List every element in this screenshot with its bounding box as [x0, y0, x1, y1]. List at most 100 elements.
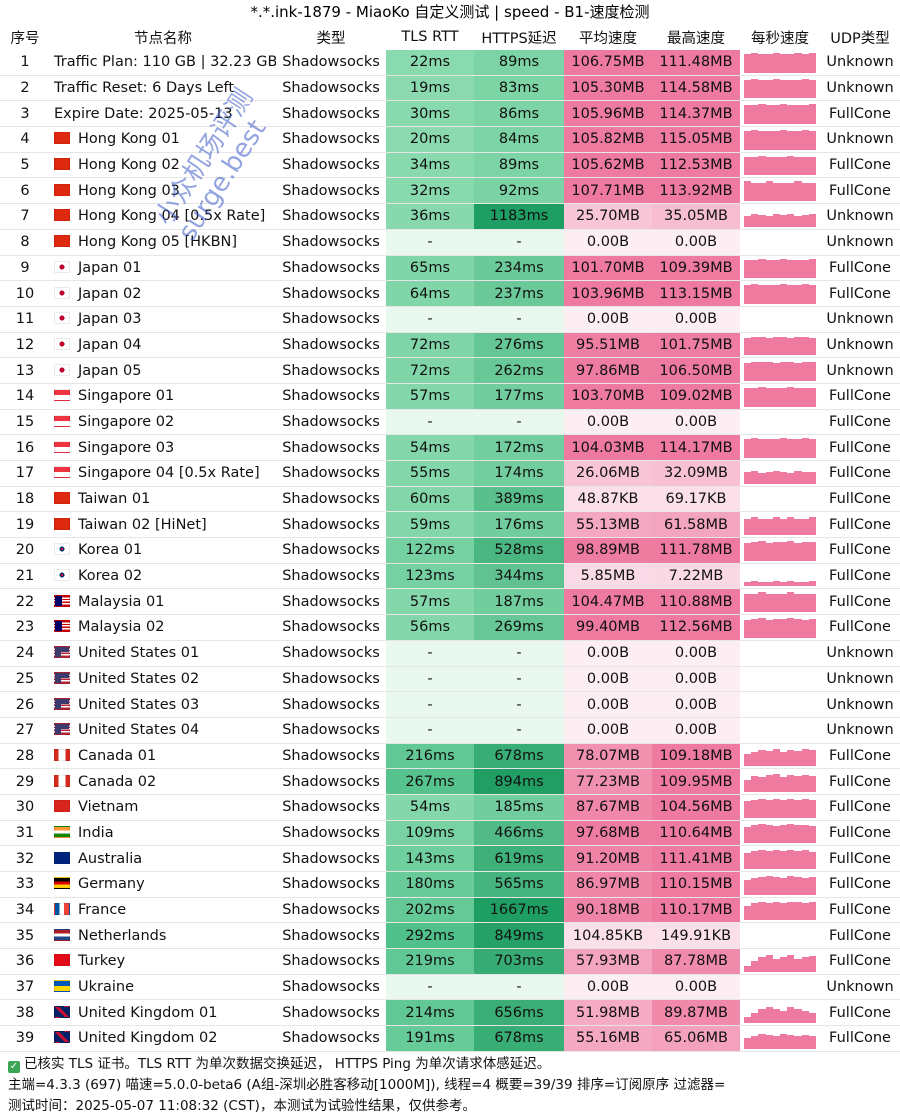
table-row[interactable]: 14 Singapore 01 Shadowsocks 57ms 177ms 103.70… — [0, 383, 900, 410]
udp-type: FullCone — [820, 871, 900, 898]
header-tls-rtt[interactable]: TLS RTT — [401, 29, 459, 45]
table-row[interactable]: 11 Japan 03 Shadowsocks - -0.00B 0.00B Unknown — [0, 306, 900, 333]
max-speed: 104.56MB — [652, 794, 740, 821]
table-row[interactable]: 13 Japan 05 Shadowsocks 72ms 262ms 97.86MB 106… — [0, 357, 900, 384]
spark-bar — [808, 362, 817, 381]
table-row[interactable]: 20 Korea 01 Shadowsocks 122ms 528ms 98.89MB 11… — [0, 537, 900, 564]
table-row[interactable]: 9 Japan 01 Shadowsocks 65ms 234ms 101.70MB 109… — [0, 255, 900, 282]
node-type: Shadowsocks — [276, 974, 386, 1001]
table-row[interactable]: 29 Canada 02 Shadowsocks 267ms 894ms 77.23MB 1… — [0, 768, 900, 795]
header-avg-speed[interactable]: 平均速度 — [579, 30, 637, 47]
table-row[interactable]: 3 Expire Date: 2025-05-13 Shadowsocks 30ms 8… — [0, 100, 900, 128]
flag-us-icon — [54, 646, 70, 659]
table-row[interactable]: 17 Singapore 04 [0.5x Rate] Shadowsocks 55m… — [0, 460, 900, 487]
row-index: 9 — [0, 255, 50, 282]
table-row[interactable]: 25 United States 02 Shadowsocks - -0.00B 0.00… — [0, 666, 900, 693]
table-row[interactable]: 1 Traffic Plan: 110 GB | 32.23 GB Shadowso… — [0, 50, 900, 76]
spark-bar — [751, 776, 759, 792]
header-max-speed[interactable]: 最高速度 — [667, 30, 725, 47]
per-second-speed-sparkline — [740, 1025, 820, 1052]
flag-sg-icon — [54, 414, 70, 427]
spark-bar — [794, 285, 802, 304]
table-row[interactable]: 31 India Shadowsocks 109ms 466ms 97.68MB 110.6… — [0, 820, 900, 847]
row-index: 6 — [0, 177, 50, 205]
table-row[interactable]: 8 Hong Kong 05 [HKBN] Shadowsocks - -0.00B 0.… — [0, 229, 900, 256]
spark-bar — [744, 363, 752, 381]
table-row[interactable]: 23 Malaysia 02 Shadowsocks 56ms 269ms 99.40MB… — [0, 614, 900, 641]
header-udp-type[interactable]: UDP类型 — [830, 30, 890, 47]
spark-bar — [780, 542, 788, 561]
row-index: 33 — [0, 871, 50, 898]
spark-bar — [751, 438, 759, 458]
node-name: United States 04 — [78, 722, 200, 739]
table-row[interactable]: 39 United Kingdom 02 Shadowsocks 191ms 678ms… — [0, 1025, 900, 1052]
https-latency: - — [474, 666, 564, 693]
table-row[interactable]: 30 Vietnam Shadowsocks 54ms 185ms 87.67MB 104.… — [0, 794, 900, 821]
table-row[interactable]: 33 Germany Shadowsocks 180ms 565ms 86.97MB 110… — [0, 871, 900, 898]
table-row[interactable]: 34 France Shadowsocks 202ms 1667ms 90.18MB 110… — [0, 897, 900, 924]
table-row[interactable]: 6 Hong Kong 03 Shadowsocks 32ms 92ms 107.71MB… — [0, 177, 900, 205]
table-row[interactable]: 16 Singapore 03 Shadowsocks 54ms 172ms 104.03… — [0, 434, 900, 461]
spark-bar — [780, 362, 788, 381]
row-index: 20 — [0, 537, 50, 564]
spark-bar — [765, 337, 773, 356]
spark-bar — [780, 902, 788, 921]
tls-rtt: 56ms — [386, 614, 474, 641]
table-row[interactable]: 36 Turkey Shadowsocks 219ms 703ms 57.93MB 87.7… — [0, 948, 900, 975]
header-https-latency[interactable]: HTTPS延迟 — [481, 30, 557, 47]
spark-bar — [794, 800, 802, 818]
table-row[interactable]: 38 United Kingdom 01 Shadowsocks 214ms 656ms… — [0, 999, 900, 1027]
table-row[interactable]: 24 United States 01 Shadowsocks - -0.00B 0.00… — [0, 640, 900, 667]
table-row[interactable]: 32 Australia Shadowsocks 143ms 619ms 91.20MB 1… — [0, 845, 900, 872]
spark-bar — [808, 388, 817, 407]
spark-bar — [787, 259, 795, 279]
tls-rtt: 59ms — [386, 511, 474, 539]
table-row[interactable]: 22 Malaysia 01 Shadowsocks 57ms 187ms 104.47M… — [0, 588, 900, 616]
spark-bar — [751, 751, 759, 767]
row-index: 25 — [0, 666, 50, 693]
spark-bar — [780, 438, 788, 458]
node-type: Shadowsocks — [276, 691, 386, 718]
row-index: 1 — [0, 50, 50, 76]
table-row[interactable]: 2 Traffic Reset: 6 Days Left Shadowsocks 19… — [0, 75, 900, 102]
row-index: 19 — [0, 511, 50, 539]
spark-bar — [772, 156, 781, 176]
table-row[interactable]: 19 Taiwan 02 [HiNet] Shadowsocks 59ms 176ms 5… — [0, 511, 900, 539]
per-second-speed-sparkline — [740, 434, 820, 461]
header-type[interactable]: 类型 — [316, 30, 346, 47]
table-row[interactable]: 5 Hong Kong 02 Shadowsocks 34ms 89ms 105.62MB… — [0, 152, 900, 179]
table-row[interactable]: 28 Canada 01 Shadowsocks 216ms 678ms 78.07MB 1… — [0, 743, 900, 770]
tls-rtt: 30ms — [386, 100, 474, 128]
table-row[interactable]: 12 Japan 04 Shadowsocks 72ms 276ms 95.51MB 101… — [0, 332, 900, 359]
flag-cn-icon — [54, 492, 70, 505]
udp-type: FullCone — [820, 999, 900, 1027]
table-row[interactable]: 7 Hong Kong 04 [0.5x Rate] Shadowsocks 36ms… — [0, 203, 900, 230]
header-per-second-speed[interactable]: 每秒速度 — [751, 30, 809, 47]
node-name: Traffic Plan: 110 GB | 32.23 GB — [54, 54, 276, 71]
node-type: Shadowsocks — [276, 100, 386, 128]
table-row[interactable]: 18 Taiwan 01 Shadowsocks 60ms 389ms 48.87KB 69… — [0, 486, 900, 513]
row-index: 36 — [0, 948, 50, 975]
max-speed: 112.56MB — [652, 614, 740, 641]
table-row[interactable]: 4 Hong Kong 01 Shadowsocks 20ms 84ms 105.82MB… — [0, 126, 900, 153]
flag-us-icon — [54, 671, 70, 684]
table-row[interactable]: 21 Korea 02 Shadowsocks 123ms 344ms 5.85MB 7.2… — [0, 563, 900, 590]
node-name-cell: Singapore 01 — [50, 383, 276, 410]
header-index[interactable]: 序号 — [10, 30, 40, 47]
table-row[interactable]: 10 Japan 02 Shadowsocks 64ms 237ms 103.96MB 11… — [0, 280, 900, 307]
table-row[interactable]: 26 United States 03 Shadowsocks - -0.00B 0.00… — [0, 691, 900, 718]
spark-bar — [794, 543, 802, 561]
table-row[interactable]: 15 Singapore 02 Shadowsocks - -0.00B 0.00B Ful… — [0, 409, 900, 436]
spark-bar — [801, 156, 809, 176]
node-type: Shadowsocks — [276, 280, 386, 307]
table-row[interactable]: 27 United States 04 Shadowsocks - -0.00B 0.00… — [0, 717, 900, 744]
table-row[interactable]: 37 Ukraine Shadowsocks - -0.00B 0.00B Unknown — [0, 974, 900, 1001]
node-name: Japan 04 — [78, 336, 142, 353]
spark-bar — [751, 336, 759, 356]
spark-bar — [794, 877, 802, 895]
header-node-name[interactable]: 节点名称 — [134, 30, 192, 47]
table-row[interactable]: 35 Netherlands Shadowsocks 292ms 849ms 104.85… — [0, 922, 900, 950]
https-latency: 269ms — [474, 614, 564, 641]
spark-bar — [751, 542, 759, 561]
udp-type: FullCone — [820, 460, 900, 487]
